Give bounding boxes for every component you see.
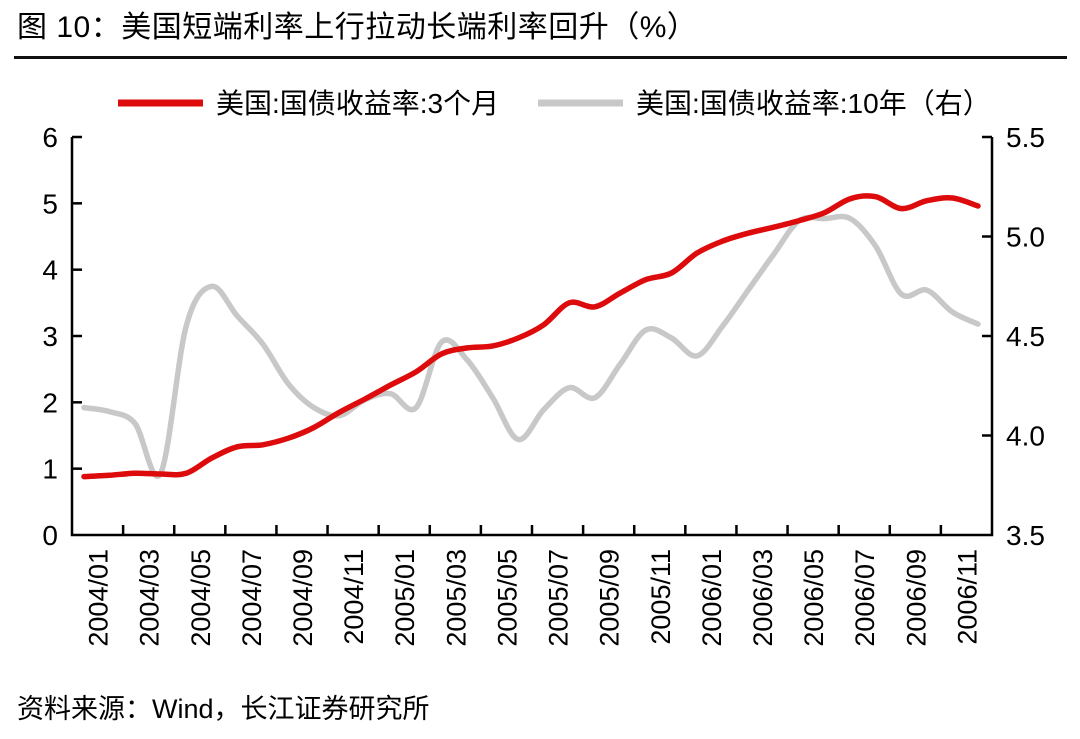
y-axis-left-label: 2 [42,387,58,418]
legend-label-3m: 美国:国债收益率:3个月 [216,88,499,119]
x-axis-label: 2004/11 [339,549,369,645]
x-axis-label: 2004/07 [237,549,267,647]
x-axis-label: 2005/11 [646,549,676,645]
x-axis-label: 2005/01 [390,549,420,647]
x-axis-label: 2004/03 [135,549,165,647]
y-axis-left-label: 0 [42,520,58,551]
x-axis-label: 2004/01 [84,549,114,647]
y-axis-left-label: 5 [42,188,58,219]
x-axis-label: 2005/03 [441,549,471,647]
legend-label-10y: 美国:国债收益率:10年（右） [636,88,991,119]
x-axis-label: 2006/07 [850,549,880,647]
x-axis-label: 2004/05 [186,549,216,647]
x-axis-label: 2005/05 [492,549,522,647]
series-line-10y [81,213,981,479]
series-line-3m [81,193,981,480]
x-axis-label: 2006/03 [748,549,778,647]
x-axis-label: 2004/09 [288,549,318,647]
y-axis-right-label: 4.0 [1006,421,1045,452]
x-axis-label: 2006/09 [901,549,931,647]
x-axis-label: 2006/01 [697,549,727,647]
y-axis-left-label: 3 [42,321,58,352]
x-axis-label: 2005/09 [595,549,625,647]
x-axis-label: 2005/07 [544,549,574,647]
y-axis-left-label: 4 [42,255,58,286]
y-axis-right-label: 4.5 [1006,321,1045,352]
figure-title: 图 10：美国短端利率上行拉动长端利率回升（%） [17,11,698,44]
y-axis-right-label: 5.0 [1006,222,1045,253]
y-axis-right-label: 3.5 [1006,520,1045,551]
y-axis-left-label: 1 [42,454,58,485]
y-axis-left-label: 6 [42,122,58,153]
y-axis-right-label: 5.5 [1006,122,1045,153]
line-chart: 美国:国债收益率:3个月 美国:国债收益率:10年（右） 0 1 2 3 4 5 6 3.5 4.0… [42,88,1045,647]
x-axis-label: 2006/11 [952,549,982,645]
title-divider [14,56,1067,59]
x-axis-label: 2006/05 [799,549,829,647]
source-note: 资料来源：Wind，长江证券研究所 [17,694,430,724]
